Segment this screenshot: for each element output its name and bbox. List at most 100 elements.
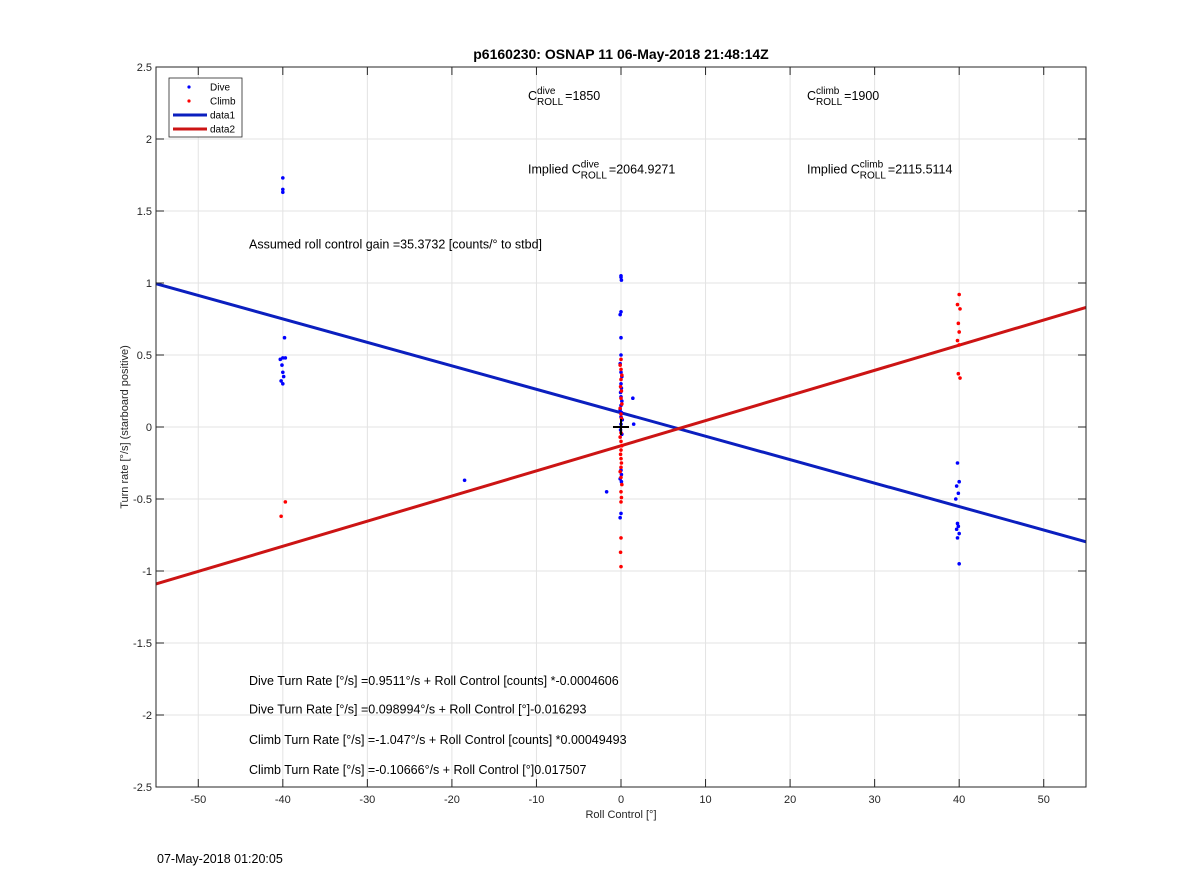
dive-point <box>619 382 623 386</box>
annotation-gain: Assumed roll control gain =35.3732 [coun… <box>249 237 542 251</box>
annotation-climb-fit-deg: Climb Turn Rate [°/s] =-0.10666°/s + Rol… <box>249 763 586 777</box>
dive-point <box>957 479 961 484</box>
annotation-text: =2064.9271 <box>609 163 675 177</box>
dive-point <box>619 479 624 484</box>
climb-point <box>958 307 962 311</box>
annotation-text: =1850 <box>565 89 600 103</box>
climb-point <box>619 495 624 500</box>
dive-point <box>280 363 284 367</box>
annotation-climb-fit-counts: Climb Turn Rate [°/s] =-1.047°/s + Roll … <box>249 733 627 747</box>
timestamp: 07-May-2018 01:20:05 <box>157 852 283 866</box>
annotation-sup: climb <box>816 86 840 97</box>
dive-point <box>619 310 623 314</box>
climb-point <box>619 377 623 382</box>
climb-point <box>620 482 624 487</box>
climb-point <box>619 448 623 452</box>
x-tick-label: 30 <box>869 794 881 806</box>
dive-point <box>619 353 623 357</box>
dive-point <box>956 524 961 529</box>
dive-point <box>955 521 960 526</box>
climb-point <box>619 564 623 569</box>
annotation-text: Dive Turn Rate [°/s] =0.9511°/s + Roll C… <box>249 674 619 688</box>
climb-point <box>955 338 960 343</box>
dive-point <box>281 187 285 192</box>
x-tick-label: 40 <box>953 794 965 806</box>
dive-point <box>957 531 961 536</box>
climb-point <box>620 373 624 377</box>
climb-point <box>619 396 623 401</box>
climb-point <box>619 367 623 372</box>
annotation-sup: climb <box>860 160 884 171</box>
dive-point <box>955 461 960 465</box>
climb-point <box>619 439 623 444</box>
x-tick-label: 20 <box>784 794 796 806</box>
annotation-sub: ROLL <box>537 97 564 108</box>
dive-point <box>619 511 623 516</box>
annotation-text: Climb Turn Rate [°/s] =-0.10666°/s + Rol… <box>249 763 586 777</box>
chart-title: p6160230: OSNAP 11 06-May-2018 21:48:14Z <box>473 46 769 62</box>
x-tick-label: 50 <box>1038 794 1050 806</box>
climb-point <box>619 465 623 470</box>
x-tick-label: 10 <box>699 794 711 806</box>
legend-label-climb: Climb <box>210 97 236 108</box>
climb-point <box>957 330 961 334</box>
legend: Dive Climb data1 data2 <box>168 77 243 138</box>
climb-point <box>620 402 624 406</box>
legend-label-data2: data2 <box>210 125 235 136</box>
dive-point <box>631 422 636 426</box>
climb-point <box>957 343 961 347</box>
annotation-text: C <box>807 89 816 103</box>
y-axis-label: Turn rate [°/s] (starboard positive) <box>119 345 131 509</box>
dive-point <box>278 357 283 362</box>
annotation-text: Implied C <box>528 163 581 177</box>
climb-point <box>279 514 283 519</box>
dive-point <box>281 370 285 375</box>
climb-point <box>956 371 961 376</box>
annotation-sup: dive <box>537 86 556 97</box>
x-tick-label: -40 <box>275 794 291 806</box>
climb-point <box>618 435 622 439</box>
y-tick-label: 2 <box>146 134 152 146</box>
climb-point <box>619 490 623 494</box>
dive-point <box>619 472 624 477</box>
dive-point <box>462 478 467 483</box>
dive-point <box>282 335 287 340</box>
y-tick-label: -2.5 <box>133 782 152 794</box>
legend-box <box>168 77 243 138</box>
x-tick-label: -10 <box>529 794 545 806</box>
climb-point <box>619 461 624 465</box>
climb-point <box>618 550 623 555</box>
climb-point <box>619 412 623 416</box>
climb-point <box>618 469 622 474</box>
dive-point <box>619 278 624 282</box>
dive-point <box>954 527 959 532</box>
climb-point <box>619 389 624 393</box>
x-axis-label: Roll Control [°] <box>585 809 656 821</box>
legend-label-dive: Dive <box>210 83 230 94</box>
legend-marker-dive <box>187 85 191 89</box>
annotation-sub: ROLL <box>860 171 887 182</box>
climb-point <box>956 321 961 326</box>
climb-point <box>620 443 624 448</box>
dive-point <box>281 374 286 379</box>
y-tick-label: -1.5 <box>133 638 152 650</box>
legend-marker-climb <box>187 99 191 103</box>
annotation-dive-fit-deg: Dive Turn Rate [°/s] =0.098994°/s + Roll… <box>249 703 586 717</box>
dive-point <box>619 335 623 340</box>
dive-point <box>954 497 958 501</box>
dive-point <box>620 399 624 403</box>
annotation-text: Dive Turn Rate [°/s] =0.098994°/s + Roll… <box>249 703 586 717</box>
y-tick-label: 1 <box>146 278 152 290</box>
y-tick-label: 2.5 <box>137 62 152 74</box>
climb-point <box>619 475 623 480</box>
annotation-text: =1900 <box>844 89 879 103</box>
climb-point <box>957 292 961 297</box>
dive-point <box>957 562 961 566</box>
annotation-text: Assumed roll control gain =35.3732 [coun… <box>249 237 542 251</box>
x-tick-label: -50 <box>190 794 206 806</box>
annotation-text: Implied C <box>807 163 860 177</box>
x-tick-label: 0 <box>618 794 624 806</box>
